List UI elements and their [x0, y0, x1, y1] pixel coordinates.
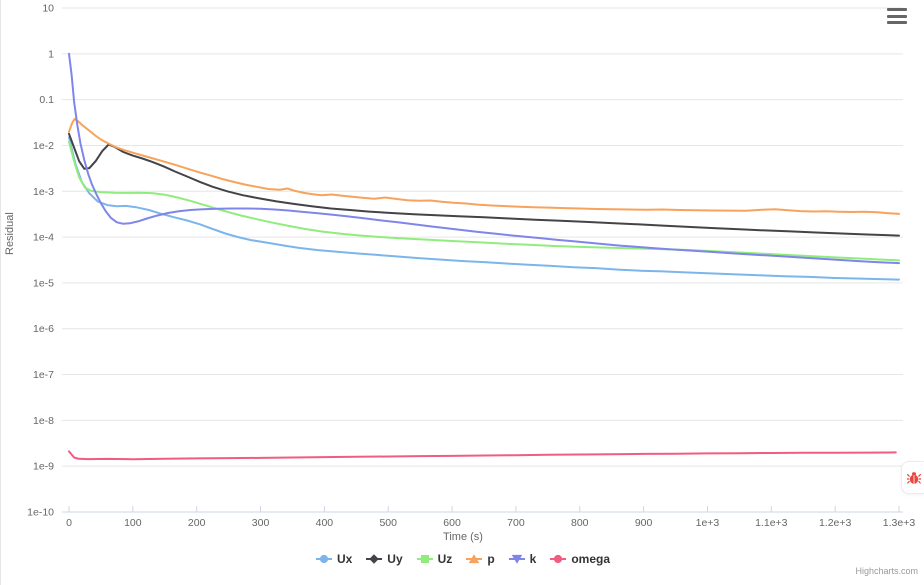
- legend-item-Uy[interactable]: Uy: [366, 552, 403, 566]
- legend-label: omega: [571, 552, 611, 566]
- series-line-Ux: [68, 136, 900, 281]
- legend-marker-diamond-icon: [366, 554, 383, 564]
- legend-item-omega[interactable]: omega: [550, 552, 610, 566]
- x-tick-label: 1.2e+3: [819, 517, 852, 529]
- x-tick-label: 900: [635, 517, 653, 529]
- bug-icon: [907, 471, 921, 484]
- x-tick-label: 0: [66, 517, 72, 529]
- legend-item-p[interactable]: p: [466, 552, 495, 566]
- x-tick-label: 1e+3: [696, 517, 720, 529]
- legend-item-Ux[interactable]: Ux: [315, 552, 353, 566]
- x-tick-label: 800: [571, 517, 589, 529]
- legend-marker-triangle-down-icon: [508, 554, 525, 564]
- y-tick-label: 1e-8: [33, 415, 54, 427]
- legend-label: Ux: [336, 552, 353, 566]
- y-tick-label: 1e-6: [33, 323, 54, 335]
- legend-label: p: [487, 552, 495, 566]
- x-tick-label: 1.3e+3: [883, 517, 916, 529]
- x-tick-label: 1.1e+3: [755, 517, 788, 529]
- y-tick-label: 1: [48, 48, 54, 60]
- x-tick-label: 700: [507, 517, 525, 529]
- legend: Ux Uy Uz p k omega: [1, 552, 924, 566]
- series-line-omega: [68, 450, 897, 461]
- legend-label: k: [529, 552, 537, 566]
- y-axis-title: Residual: [4, 212, 16, 255]
- y-tick-label: 1e-3: [33, 186, 54, 198]
- legend-item-k[interactable]: k: [508, 552, 537, 566]
- legend-marker-triangle-icon: [466, 554, 483, 564]
- y-tick-label: 10: [42, 3, 54, 15]
- series-line-Uz: [68, 140, 900, 262]
- x-tick-label: 500: [379, 517, 397, 529]
- x-tick-label: 600: [443, 517, 461, 529]
- hamburger-icon: [887, 14, 907, 18]
- series-line-p: [68, 117, 900, 215]
- series-line-Uy: [68, 132, 900, 237]
- x-tick-label: 300: [252, 517, 270, 529]
- y-tick-label: 1e-7: [33, 369, 54, 381]
- legend-marker-circle-icon: [315, 554, 332, 564]
- x-tick-label: 200: [188, 517, 206, 529]
- bug-report-button[interactable]: [901, 461, 924, 494]
- hamburger-icon: [887, 21, 907, 24]
- legend-label: Uz: [437, 552, 453, 566]
- legend-marker-square-icon: [416, 555, 433, 563]
- hamburger-icon: [887, 8, 907, 11]
- x-tick-label: 100: [124, 517, 142, 529]
- y-tick-label: 1e-5: [33, 277, 54, 289]
- y-tick-label: 1e-2: [33, 140, 54, 152]
- y-tick-label: 1e-9: [33, 461, 54, 473]
- x-tick-label: 400: [316, 517, 334, 529]
- highcharts-credit[interactable]: Highcharts.com: [855, 566, 918, 576]
- legend-item-Uz[interactable]: Uz: [416, 552, 453, 566]
- y-tick-label: 1e-10: [27, 507, 54, 519]
- chart-context-menu-button[interactable]: [887, 8, 907, 24]
- legend-marker-circle-icon: [550, 554, 567, 564]
- y-tick-label: 1e-4: [33, 232, 54, 244]
- legend-label: Uy: [387, 552, 403, 566]
- y-tick-label: 0.1: [39, 94, 54, 106]
- series-line-k: [68, 52, 900, 265]
- x-axis-title: Time (s): [443, 531, 483, 543]
